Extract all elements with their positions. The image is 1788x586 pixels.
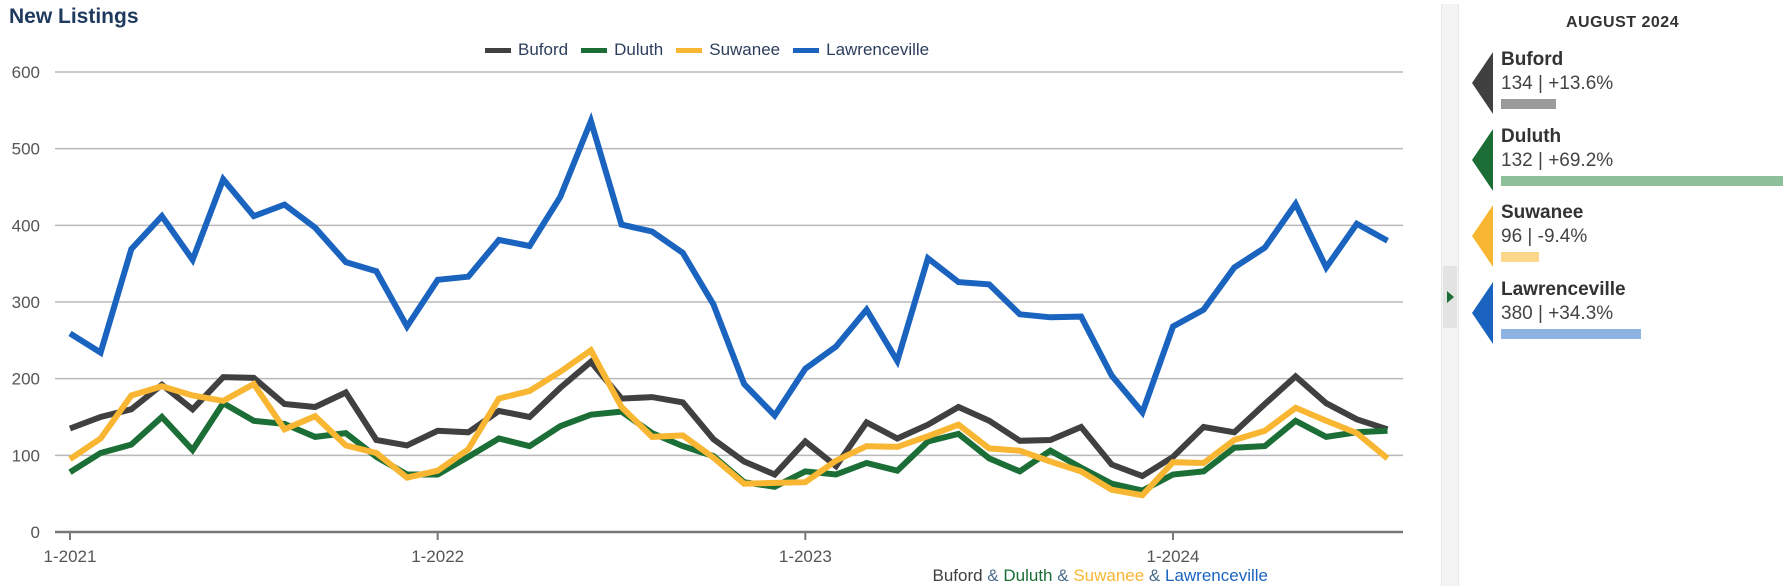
- legend-item-lawrenceville[interactable]: Lawrenceville: [793, 40, 929, 60]
- x-tick-label: 1-2023: [779, 547, 832, 566]
- period-label: AUGUST 2024: [1566, 14, 1680, 31]
- series-line-buford: [68, 357, 1389, 480]
- line-chart: 0 100 200 300 400 500 600 1-2021 1-2022 1-2023 1-2…: [12, 63, 1403, 566]
- card-value: 380 | +34.3%: [1501, 303, 1614, 324]
- change-bar: [1501, 176, 1783, 186]
- legend-swatch-duluth: [581, 47, 608, 53]
- y-tick-label: 100: [12, 446, 40, 465]
- legend-label: Suwanee: [709, 40, 781, 59]
- x-tick-label: 1-2022: [411, 547, 464, 566]
- footer-suwanee: Suwanee: [1073, 566, 1145, 585]
- y-tick-label: 400: [12, 216, 40, 235]
- caret-right-icon: [1447, 291, 1454, 303]
- footer-separator: &: [982, 566, 1004, 585]
- change-bar: [1501, 99, 1557, 109]
- card-name: Buford: [1501, 49, 1564, 70]
- legend-item-suwanee[interactable]: Suwanee: [676, 40, 780, 60]
- footer-separator: &: [1144, 566, 1165, 585]
- footer-buford: Buford: [932, 566, 983, 585]
- panel-toggle-button[interactable]: [1443, 266, 1457, 328]
- y-tick-label: 300: [12, 293, 40, 312]
- summary-card-buford[interactable]: Buford 134 | +13.6%: [1472, 49, 1772, 114]
- y-tick-label: 200: [12, 370, 40, 389]
- summary-card-suwanee[interactable]: Suwanee 96 | -9.4%: [1472, 202, 1772, 267]
- x-tick-label: 1-2024: [1147, 547, 1200, 566]
- legend-swatch-lawrenceville: [793, 47, 820, 53]
- card-value: 134 | +13.6%: [1501, 73, 1614, 94]
- triangle-left-icon: [1472, 205, 1493, 267]
- triangle-left-icon: [1472, 282, 1493, 344]
- chart-legend: Buford Duluth Suwanee Lawrenceville: [485, 40, 942, 60]
- footer-separator: &: [1052, 566, 1074, 585]
- footer-lawrenceville: Lawrenceville: [1165, 566, 1268, 585]
- legend-label: Lawrenceville: [826, 40, 930, 59]
- series-footer: Buford & Duluth & Suwanee & Lawrencevill…: [932, 566, 1268, 586]
- change-bar: [1501, 252, 1540, 262]
- legend-swatch-buford: [485, 47, 511, 53]
- summary-card-duluth[interactable]: Duluth 132 | +69.2%: [1472, 126, 1783, 191]
- chart-title: New Listings: [9, 5, 139, 28]
- legend-item-buford[interactable]: Buford: [485, 40, 568, 60]
- legend-label: Duluth: [614, 40, 664, 59]
- card-name: Duluth: [1501, 126, 1562, 147]
- series-line-suwanee: [68, 345, 1390, 499]
- y-tick-label: 600: [12, 63, 40, 82]
- series-line-lawrenceville: [68, 112, 1389, 421]
- legend-item-duluth[interactable]: Duluth: [581, 40, 663, 60]
- x-tick-label: 1-2021: [44, 547, 97, 566]
- card-value: 96 | -9.4%: [1501, 226, 1588, 247]
- card-name: Suwanee: [1501, 202, 1584, 223]
- triangle-left-icon: [1472, 52, 1493, 114]
- y-tick-label: 0: [31, 523, 40, 542]
- legend-label: Buford: [518, 40, 569, 59]
- footer-duluth: Duluth: [1003, 566, 1053, 585]
- y-tick-label: 500: [12, 140, 40, 159]
- change-bar: [1501, 329, 1641, 339]
- summary-card-lawrenceville[interactable]: Lawrenceville 380 | +34.3%: [1472, 279, 1772, 344]
- triangle-left-icon: [1472, 129, 1493, 191]
- card-name: Lawrenceville: [1501, 279, 1626, 300]
- legend-swatch-suwanee: [676, 47, 703, 53]
- card-value: 132 | +69.2%: [1501, 150, 1614, 171]
